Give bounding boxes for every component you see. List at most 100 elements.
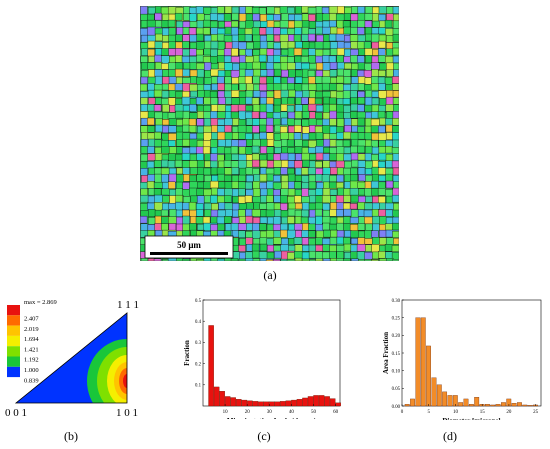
y-tick-label: 0.05: [392, 387, 401, 392]
grain: [342, 139, 351, 148]
grain: [364, 20, 373, 29]
hist-bar: [436, 384, 442, 407]
grain: [259, 243, 268, 252]
legend-level-label: 2.407: [24, 316, 39, 323]
x-tick-label: 60: [333, 410, 339, 415]
hist-bar: [527, 405, 533, 407]
grain: [217, 70, 226, 78]
grain: [385, 180, 394, 189]
grain: [301, 20, 310, 28]
grain: [280, 238, 289, 246]
grain: [238, 20, 247, 29]
grain: [175, 55, 183, 63]
grain: [371, 69, 379, 77]
grain: [328, 20, 337, 28]
grain: [371, 55, 380, 64]
corner-label-001: 0 0 1: [5, 407, 27, 418]
grain: [258, 7, 267, 15]
grain: [140, 139, 149, 147]
hist-bar: [329, 398, 336, 407]
grain: [343, 76, 352, 84]
grain: [217, 55, 225, 63]
hist-bar: [426, 345, 431, 407]
grain: [161, 159, 169, 168]
grain: [251, 97, 260, 106]
grain: [371, 97, 380, 106]
grain: [161, 216, 169, 224]
grain: [224, 216, 232, 224]
grain: [182, 189, 190, 197]
grain: [188, 27, 197, 36]
hist-bar: [484, 404, 490, 407]
grain: [330, 26, 338, 35]
grain: [196, 159, 205, 168]
grain: [210, 55, 218, 64]
grain: [378, 40, 386, 49]
x-tick-label: 25: [533, 410, 539, 415]
grain: [288, 89, 296, 98]
grain: [371, 154, 379, 162]
corner-label-101: 1 0 1: [116, 407, 138, 418]
grain: [379, 258, 387, 261]
grain: [287, 216, 295, 224]
grain: [190, 195, 198, 204]
y-tick-label: 0.2: [195, 362, 202, 367]
grain: [343, 194, 351, 203]
grain: [328, 97, 337, 106]
hist-bar: [213, 386, 220, 407]
grain: [377, 161, 386, 169]
grain: [322, 118, 330, 127]
grain: [378, 83, 386, 91]
x-tick-label: 0: [401, 410, 404, 415]
legend-swatch: [7, 335, 20, 347]
grain: [377, 110, 386, 119]
grain: [378, 196, 386, 204]
grain: [168, 181, 176, 189]
grain: [378, 125, 386, 134]
grain: [272, 259, 281, 261]
grain-mosaic: [140, 6, 399, 261]
grain: [322, 258, 331, 261]
grain: [385, 153, 394, 162]
grain: [322, 203, 330, 211]
grain: [315, 174, 323, 182]
grain: [167, 160, 176, 169]
grain: [162, 259, 170, 261]
grain: [273, 42, 281, 50]
grain: [371, 188, 379, 196]
grain: [265, 124, 274, 133]
legend-level-label: 1.000: [24, 367, 39, 374]
grain: [386, 69, 394, 77]
grain: [168, 55, 177, 64]
hist-bar: [302, 397, 308, 407]
grain: [155, 33, 163, 42]
grain: [393, 237, 399, 246]
hist-bar: [252, 401, 259, 407]
grain: [301, 209, 309, 218]
grain: [273, 14, 281, 22]
grain: [245, 215, 253, 224]
grain: [258, 54, 267, 63]
grain: [343, 258, 351, 261]
grain: [308, 76, 316, 84]
grain: [252, 159, 260, 168]
grain: [188, 118, 197, 127]
grain: [392, 6, 399, 14]
grain: [385, 209, 393, 218]
hist-bar: [522, 404, 528, 407]
grain: [391, 147, 399, 155]
grain: [357, 145, 365, 154]
grain: [336, 75, 344, 84]
grain: [322, 244, 330, 252]
grain: [225, 96, 233, 105]
grain: [140, 188, 148, 197]
grain: [140, 97, 149, 105]
grain: [336, 111, 344, 120]
grain: [336, 174, 344, 183]
grain: [155, 118, 163, 126]
caption-b: (b): [64, 429, 78, 443]
legend-swatch: [7, 305, 20, 316]
hist-bar: [241, 399, 248, 407]
grain: [315, 104, 324, 113]
grain: [280, 83, 289, 91]
